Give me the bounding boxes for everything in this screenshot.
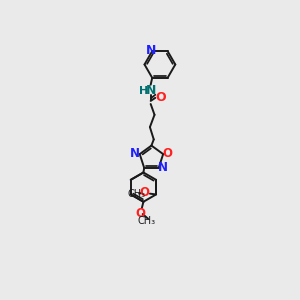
Text: O: O [162, 147, 172, 160]
Text: O: O [140, 186, 149, 200]
Text: N: N [146, 84, 156, 98]
Text: CH₃: CH₃ [137, 216, 156, 226]
Text: O: O [155, 91, 166, 103]
Text: N: N [158, 160, 168, 174]
Text: CH₃: CH₃ [127, 189, 145, 199]
Text: O: O [135, 207, 145, 220]
Text: N: N [130, 147, 140, 160]
Text: H: H [139, 86, 148, 96]
Text: N: N [146, 44, 157, 57]
